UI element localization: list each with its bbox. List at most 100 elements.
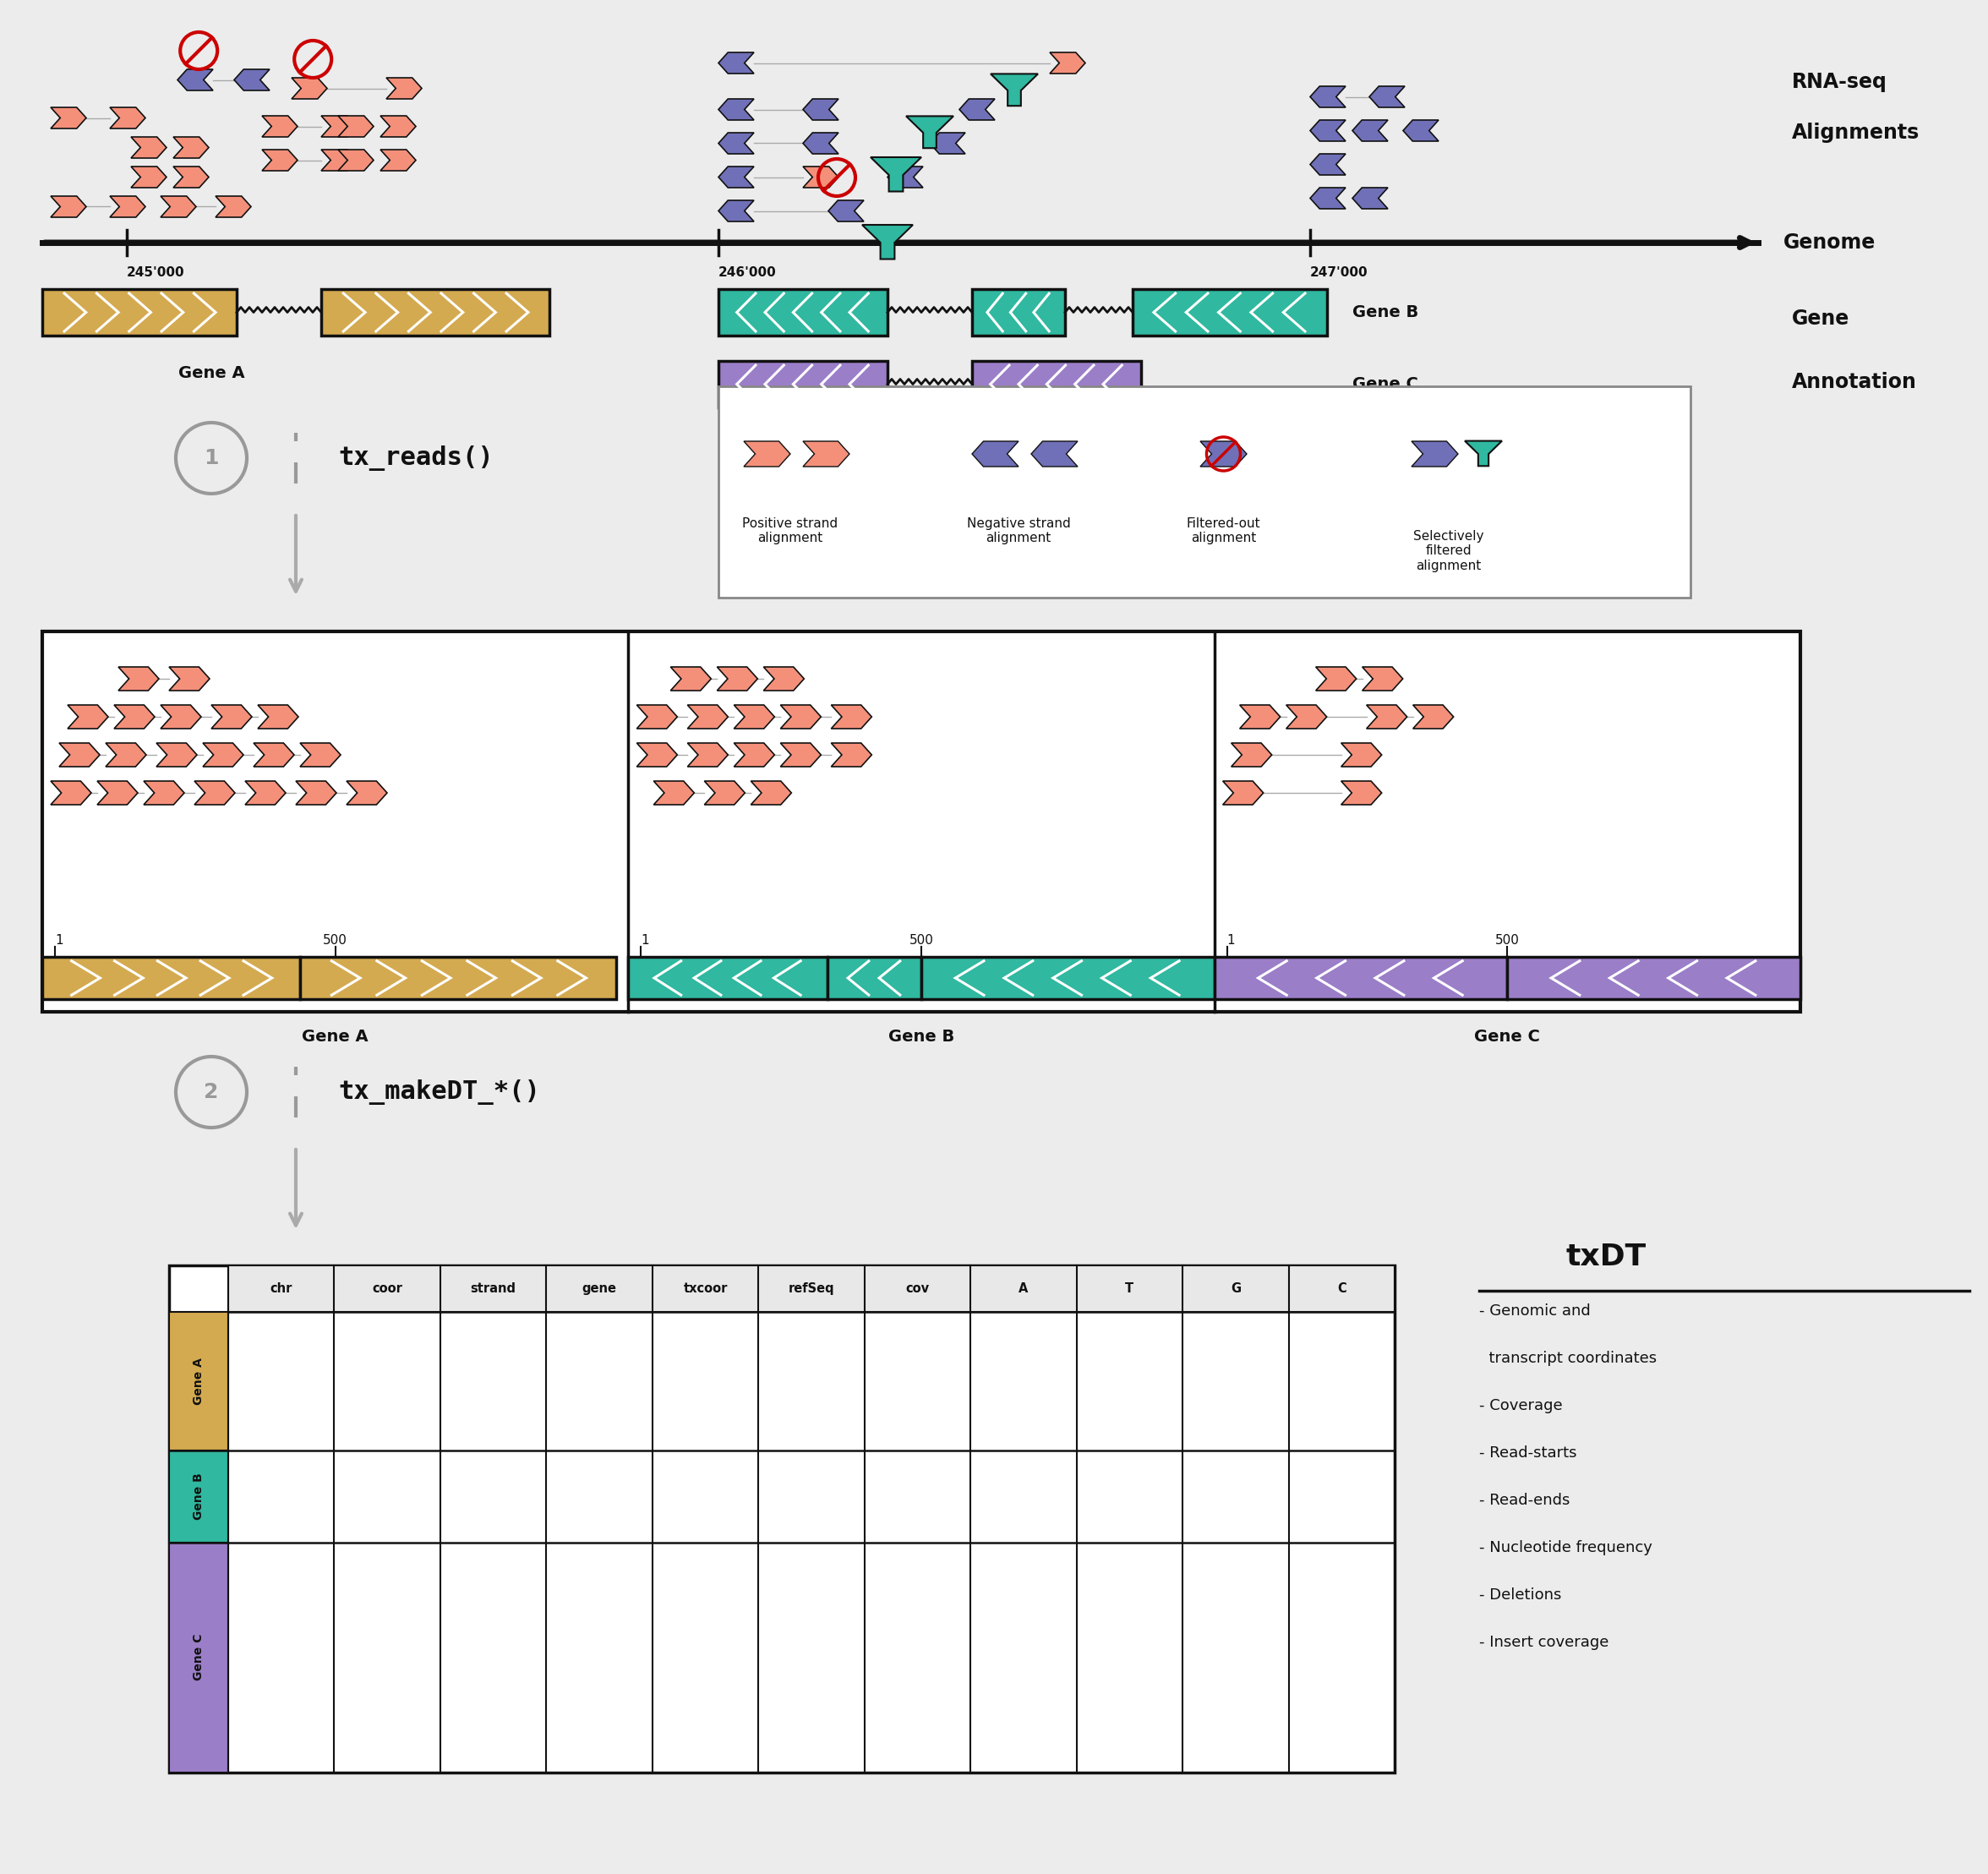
Text: tx_makeDT_*(): tx_makeDT_*() bbox=[338, 1079, 541, 1106]
Polygon shape bbox=[871, 157, 920, 191]
Polygon shape bbox=[386, 77, 421, 99]
Polygon shape bbox=[119, 667, 159, 692]
Polygon shape bbox=[803, 440, 849, 467]
Polygon shape bbox=[109, 107, 145, 129]
Text: txDT: txDT bbox=[1567, 1242, 1646, 1271]
FancyBboxPatch shape bbox=[229, 1265, 1396, 1312]
FancyBboxPatch shape bbox=[1215, 958, 1507, 999]
FancyBboxPatch shape bbox=[972, 362, 1141, 407]
Polygon shape bbox=[1342, 742, 1382, 766]
FancyBboxPatch shape bbox=[42, 289, 237, 335]
Polygon shape bbox=[380, 116, 415, 137]
Polygon shape bbox=[863, 225, 912, 259]
Polygon shape bbox=[636, 742, 678, 766]
Polygon shape bbox=[1286, 705, 1326, 729]
FancyBboxPatch shape bbox=[972, 289, 1066, 335]
Polygon shape bbox=[292, 77, 328, 99]
Text: 1: 1 bbox=[1227, 933, 1235, 946]
Text: Alignments: Alignments bbox=[1791, 122, 1920, 142]
FancyBboxPatch shape bbox=[169, 1542, 229, 1773]
FancyBboxPatch shape bbox=[718, 386, 1690, 598]
Polygon shape bbox=[258, 705, 298, 729]
Polygon shape bbox=[97, 781, 137, 804]
Polygon shape bbox=[1310, 86, 1346, 107]
Polygon shape bbox=[1342, 781, 1382, 804]
Text: Gene C: Gene C bbox=[1352, 377, 1417, 392]
Text: Gene A: Gene A bbox=[179, 365, 245, 380]
Polygon shape bbox=[887, 167, 922, 187]
Polygon shape bbox=[781, 742, 821, 766]
Text: Gene B: Gene B bbox=[193, 1473, 205, 1520]
FancyBboxPatch shape bbox=[1507, 958, 1801, 999]
Polygon shape bbox=[161, 705, 201, 729]
Polygon shape bbox=[718, 52, 753, 73]
Polygon shape bbox=[688, 742, 728, 766]
FancyBboxPatch shape bbox=[1133, 289, 1328, 335]
Polygon shape bbox=[195, 781, 235, 804]
Text: - Coverage: - Coverage bbox=[1479, 1398, 1563, 1413]
FancyBboxPatch shape bbox=[920, 958, 1215, 999]
Text: chr: chr bbox=[270, 1282, 292, 1295]
Polygon shape bbox=[718, 167, 753, 187]
Text: 500: 500 bbox=[324, 933, 348, 946]
Polygon shape bbox=[972, 440, 1018, 467]
Text: 1: 1 bbox=[205, 448, 219, 468]
Polygon shape bbox=[346, 781, 388, 804]
Text: - Insert coverage: - Insert coverage bbox=[1479, 1634, 1608, 1649]
Polygon shape bbox=[322, 150, 356, 171]
Polygon shape bbox=[1413, 705, 1453, 729]
FancyBboxPatch shape bbox=[827, 958, 920, 999]
Polygon shape bbox=[654, 781, 694, 804]
Polygon shape bbox=[1316, 667, 1356, 692]
FancyBboxPatch shape bbox=[42, 632, 1801, 1012]
Text: Gene C: Gene C bbox=[193, 1634, 205, 1681]
Polygon shape bbox=[907, 116, 954, 148]
Text: transcript coordinates: transcript coordinates bbox=[1479, 1351, 1656, 1366]
Polygon shape bbox=[1231, 742, 1272, 766]
Polygon shape bbox=[1201, 440, 1246, 467]
Text: tx_reads(): tx_reads() bbox=[338, 446, 493, 470]
Text: Positive strand
alignment: Positive strand alignment bbox=[742, 517, 839, 545]
Polygon shape bbox=[751, 781, 791, 804]
Polygon shape bbox=[113, 705, 155, 729]
Text: refSeq: refSeq bbox=[789, 1282, 835, 1295]
Text: 500: 500 bbox=[1495, 933, 1519, 946]
Text: - Read-starts: - Read-starts bbox=[1479, 1445, 1576, 1460]
Polygon shape bbox=[718, 133, 753, 154]
Polygon shape bbox=[338, 150, 374, 171]
Polygon shape bbox=[322, 116, 356, 137]
Polygon shape bbox=[60, 742, 99, 766]
Polygon shape bbox=[831, 742, 871, 766]
Polygon shape bbox=[990, 73, 1038, 105]
Polygon shape bbox=[300, 742, 340, 766]
Polygon shape bbox=[1411, 440, 1457, 467]
Polygon shape bbox=[1310, 154, 1346, 174]
Text: cov: cov bbox=[907, 1282, 928, 1295]
Polygon shape bbox=[262, 150, 298, 171]
Polygon shape bbox=[173, 137, 209, 157]
Text: strand: strand bbox=[471, 1282, 517, 1295]
Text: 1: 1 bbox=[640, 933, 650, 946]
FancyBboxPatch shape bbox=[169, 1265, 1396, 1773]
Text: 500: 500 bbox=[909, 933, 934, 946]
Polygon shape bbox=[718, 201, 753, 221]
FancyBboxPatch shape bbox=[42, 958, 300, 999]
Text: coor: coor bbox=[372, 1282, 402, 1295]
Polygon shape bbox=[1310, 120, 1346, 141]
Text: gene: gene bbox=[582, 1282, 616, 1295]
Text: Negative strand
alignment: Negative strand alignment bbox=[966, 517, 1070, 545]
Polygon shape bbox=[930, 133, 966, 154]
FancyBboxPatch shape bbox=[169, 1312, 229, 1450]
Polygon shape bbox=[734, 705, 775, 729]
Polygon shape bbox=[161, 197, 197, 217]
Text: Gene: Gene bbox=[1791, 309, 1849, 328]
Polygon shape bbox=[203, 742, 243, 766]
Polygon shape bbox=[704, 781, 746, 804]
Text: txcoor: txcoor bbox=[684, 1282, 728, 1295]
Polygon shape bbox=[744, 440, 791, 467]
Polygon shape bbox=[1370, 86, 1406, 107]
Polygon shape bbox=[688, 705, 728, 729]
Polygon shape bbox=[1310, 187, 1346, 208]
Polygon shape bbox=[211, 705, 252, 729]
Text: 1: 1 bbox=[56, 933, 64, 946]
